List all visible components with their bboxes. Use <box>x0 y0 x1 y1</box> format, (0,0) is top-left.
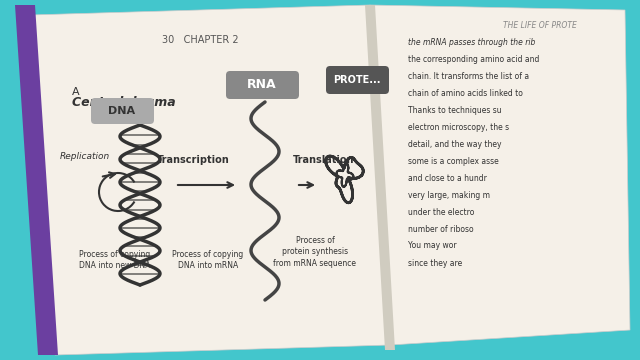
Text: since they are: since they are <box>408 258 462 267</box>
Text: the corresponding amino acid and: the corresponding amino acid and <box>408 54 540 63</box>
FancyBboxPatch shape <box>226 71 299 99</box>
Text: 30   CHAPTER 2: 30 CHAPTER 2 <box>162 35 238 45</box>
Text: and close to a hundr: and close to a hundr <box>408 174 487 183</box>
Text: number of riboso: number of riboso <box>408 225 474 234</box>
Text: PROTE...: PROTE... <box>333 75 381 85</box>
Text: Transcription: Transcription <box>157 155 229 165</box>
Text: DNA: DNA <box>108 106 136 116</box>
FancyBboxPatch shape <box>326 66 389 94</box>
Text: Central dogma: Central dogma <box>72 95 175 108</box>
Text: very large, making m: very large, making m <box>408 190 490 199</box>
Polygon shape <box>370 5 630 345</box>
Polygon shape <box>15 5 58 355</box>
Text: A: A <box>72 87 79 97</box>
Text: some is a complex asse: some is a complex asse <box>408 157 499 166</box>
Text: THE LIFE OF PROTE: THE LIFE OF PROTE <box>503 21 577 30</box>
Polygon shape <box>365 5 395 350</box>
Text: the mRNA passes through the rib: the mRNA passes through the rib <box>408 37 536 46</box>
Text: You may wor: You may wor <box>408 242 456 251</box>
Text: Thanks to techniques su: Thanks to techniques su <box>408 105 502 114</box>
Text: Replication: Replication <box>60 152 110 161</box>
Text: chain. It transforms the list of a: chain. It transforms the list of a <box>408 72 529 81</box>
Text: Process of copying
DNA into mRNA: Process of copying DNA into mRNA <box>172 249 244 270</box>
Text: Process of copying
DNA into new DNA: Process of copying DNA into new DNA <box>79 249 151 270</box>
FancyBboxPatch shape <box>91 98 154 124</box>
Text: under the electro: under the electro <box>408 207 474 216</box>
Text: detail, and the way they: detail, and the way they <box>408 140 502 149</box>
Text: chain of amino acids linked to: chain of amino acids linked to <box>408 89 523 98</box>
Text: electron microscopy, the s: electron microscopy, the s <box>408 122 509 131</box>
Polygon shape <box>30 5 390 355</box>
Text: Translation: Translation <box>293 155 355 165</box>
Text: RNA: RNA <box>247 77 277 90</box>
Text: Process of
protein synthesis
from mRNA sequence: Process of protein synthesis from mRNA s… <box>273 236 356 268</box>
